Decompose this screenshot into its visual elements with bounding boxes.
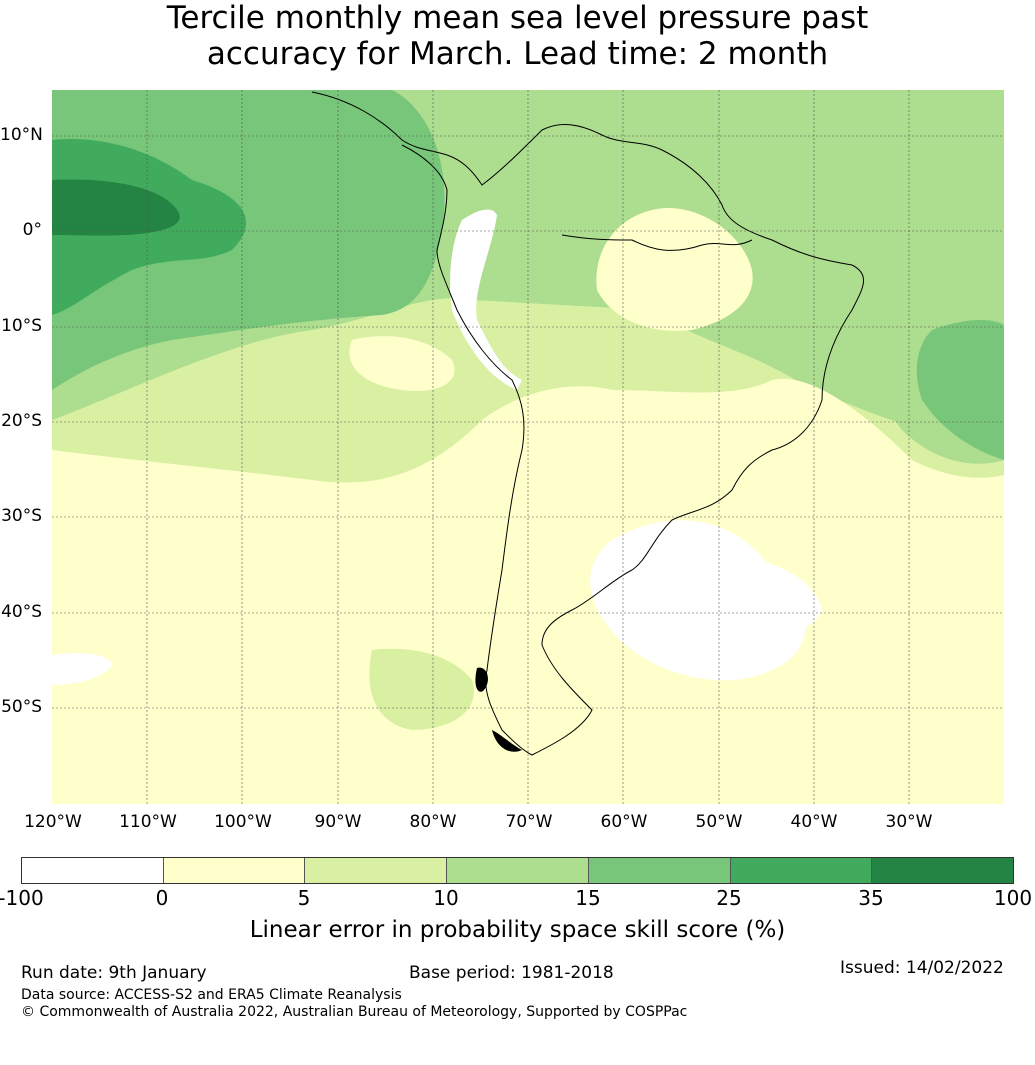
skill-region-east-ocean-15-25 xyxy=(916,320,1004,460)
colorbar-segment xyxy=(163,858,306,883)
lon-label: 100°W xyxy=(214,812,272,832)
skill-region-se-white xyxy=(698,557,822,635)
skill-score-map xyxy=(52,90,1004,804)
skill-region-andes-white xyxy=(450,209,522,390)
colorbar-tick: 10 xyxy=(433,886,459,910)
lon-label: 80°W xyxy=(409,812,457,832)
skill-region-35-100-west xyxy=(52,179,180,236)
lat-label: 30°S xyxy=(1,506,42,526)
colorbar-tick: 0 xyxy=(155,886,169,910)
colorbar-segment xyxy=(447,858,589,883)
skill-region-west-white xyxy=(52,653,112,685)
lon-label: 40°W xyxy=(790,812,838,832)
colorbar-tick: 35 xyxy=(858,886,884,910)
lat-label: 10°N xyxy=(0,125,43,145)
run-date: Run date: 9th January xyxy=(21,963,207,983)
coastline xyxy=(311,91,864,756)
lat-label: 20°S xyxy=(1,411,42,431)
colorbar-segment xyxy=(22,858,164,883)
patagonia-islands xyxy=(475,667,522,752)
lon-label: 50°W xyxy=(695,812,743,832)
lon-label: 110°W xyxy=(119,812,177,832)
lat-label: 50°S xyxy=(1,697,42,717)
colorbar-segment xyxy=(588,858,731,883)
lon-label: 120°W xyxy=(24,812,82,832)
chart-title-line1: Tercile monthly mean sea level pressure … xyxy=(166,0,869,36)
gridlines xyxy=(52,90,1004,804)
lon-label: 90°W xyxy=(314,812,362,832)
colorbar-tick: 25 xyxy=(716,886,742,910)
colorbar-segment xyxy=(730,858,873,883)
issued-date: Issued: 14/02/2022 xyxy=(840,958,1004,978)
skill-region-0-5-central xyxy=(349,336,455,391)
lon-label: 60°W xyxy=(600,812,648,832)
colorbar xyxy=(21,857,1014,884)
base-period: Base period: 1981-2018 xyxy=(409,963,614,983)
chart-title-line2: accuracy for March. Lead time: 2 month xyxy=(206,36,829,72)
lat-label: 10°S xyxy=(1,316,42,336)
colorbar-segment xyxy=(872,858,1014,883)
skill-region-0-5-north xyxy=(596,208,753,331)
colorbar-label: Linear error in probability space skill … xyxy=(249,917,786,943)
coastline-detail xyxy=(561,234,753,251)
copyright: © Commonwealth of Australia 2022, Austra… xyxy=(21,1004,688,1020)
lat-label: 0° xyxy=(22,220,42,240)
colorbar-segment xyxy=(305,858,448,883)
colorbar-tick: 5 xyxy=(297,886,311,910)
lat-label: 40°S xyxy=(1,602,42,622)
colorbar-tick: -100 xyxy=(0,886,44,910)
data-source: Data source: ACCESS-S2 and ERA5 Climate … xyxy=(21,987,402,1003)
skill-region-sw-green xyxy=(369,648,474,730)
lon-label: 70°W xyxy=(505,812,553,832)
colorbar-tick: 15 xyxy=(575,886,601,910)
colorbar-tick: 100 xyxy=(993,886,1033,910)
lon-label: 30°W xyxy=(885,812,933,832)
